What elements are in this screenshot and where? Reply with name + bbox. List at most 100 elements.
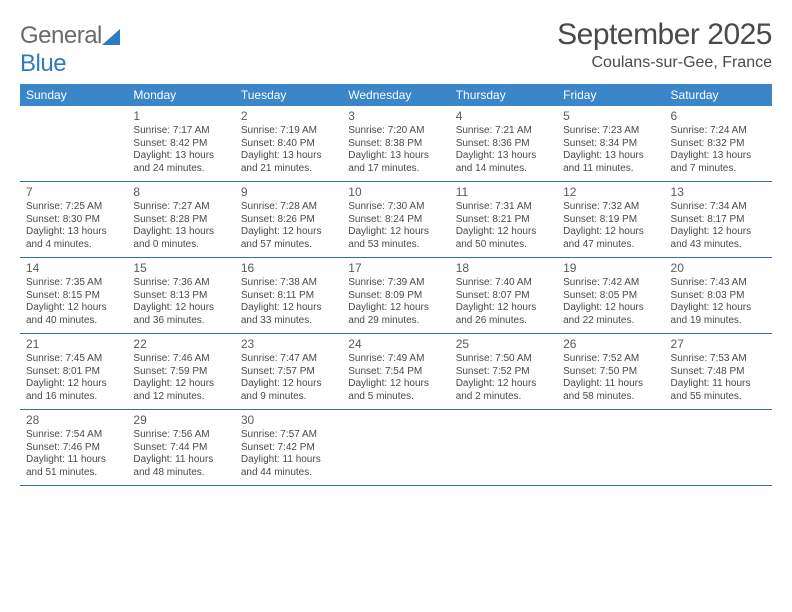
sunset-text: Sunset: 8:05 PM: [563, 290, 658, 303]
dow-header: Monday: [127, 84, 234, 106]
daylight-text: Daylight: 12 hours and 22 minutes.: [563, 302, 658, 327]
daylight-text: Daylight: 12 hours and 5 minutes.: [348, 378, 443, 403]
calendar-day-cell: 1Sunrise: 7:17 AMSunset: 8:42 PMDaylight…: [127, 106, 234, 182]
daylight-text: Daylight: 11 hours and 55 minutes.: [671, 378, 766, 403]
day-number: 5: [563, 109, 658, 124]
sunrise-text: Sunrise: 7:50 AM: [456, 353, 551, 366]
day-number: 24: [348, 337, 443, 352]
calendar-day-cell: 26Sunrise: 7:52 AMSunset: 7:50 PMDayligh…: [557, 334, 664, 410]
calendar-day-cell: 8Sunrise: 7:27 AMSunset: 8:28 PMDaylight…: [127, 182, 234, 258]
calendar-week-row: 14Sunrise: 7:35 AMSunset: 8:15 PMDayligh…: [20, 258, 772, 334]
dow-header-row: Sunday Monday Tuesday Wednesday Thursday…: [20, 84, 772, 106]
daylight-text: Daylight: 12 hours and 26 minutes.: [456, 302, 551, 327]
day-number: 3: [348, 109, 443, 124]
brand-text-2: Blue: [20, 50, 66, 77]
calendar-day-cell: [342, 410, 449, 486]
calendar-week-row: 1Sunrise: 7:17 AMSunset: 8:42 PM Daylight…: [20, 106, 772, 182]
sunset-text: Sunset: 8:42 PM: [133, 138, 228, 151]
sunrise-text: Sunrise: 7:30 AM: [348, 201, 443, 214]
day-number: 6: [671, 109, 766, 124]
day-number: 10: [348, 185, 443, 200]
sunrise-text: Sunrise: 7:21 AM: [456, 125, 551, 138]
calendar-day-cell: 9Sunrise: 7:28 AMSunset: 8:26 PMDaylight…: [235, 182, 342, 258]
calendar-day-cell: [20, 106, 127, 182]
calendar-day-cell: 30Sunrise: 7:57 AMSunset: 7:42 PMDayligh…: [235, 410, 342, 486]
sunset-text: Sunset: 8:34 PM: [563, 138, 658, 151]
calendar-day-cell: 7Sunrise: 7:25 AMSunset: 8:30 PMDaylight…: [20, 182, 127, 258]
daylight-text: Daylight: 12 hours and 40 minutes.: [26, 302, 121, 327]
sunrise-text: Sunrise: 7:17 AM: [133, 125, 228, 138]
sunset-text: Sunset: 8:01 PM: [26, 366, 121, 379]
daylight-text: Daylight: 12 hours and 43 minutes.: [671, 226, 766, 251]
daylight-text: Daylight: 13 hours and 7 minutes.: [671, 150, 766, 175]
sunset-text: Sunset: 8:28 PM: [133, 214, 228, 227]
calendar-day-cell: 12Sunrise: 7:32 AMSunset: 8:19 PMDayligh…: [557, 182, 664, 258]
calendar-day-cell: [557, 410, 664, 486]
calendar-day-cell: 27Sunrise: 7:53 AMSunset: 7:48 PMDayligh…: [665, 334, 772, 410]
daylight-text: Daylight: 12 hours and 19 minutes.: [671, 302, 766, 327]
calendar-day-cell: 14Sunrise: 7:35 AMSunset: 8:15 PMDayligh…: [20, 258, 127, 334]
sunset-text: Sunset: 8:24 PM: [348, 214, 443, 227]
calendar-day-cell: 17Sunrise: 7:39 AMSunset: 8:09 PMDayligh…: [342, 258, 449, 334]
calendar-day-cell: [450, 410, 557, 486]
dow-header: Wednesday: [342, 84, 449, 106]
day-number: 4: [456, 109, 551, 124]
calendar-page: General Blue September 2025 Coulans-sur-…: [0, 0, 792, 496]
day-number: 15: [133, 261, 228, 276]
daylight-text: Daylight: 13 hours and 17 minutes.: [348, 150, 443, 175]
day-number: 9: [241, 185, 336, 200]
day-number: 1: [133, 109, 228, 124]
calendar-day-cell: 24Sunrise: 7:49 AMSunset: 7:54 PMDayligh…: [342, 334, 449, 410]
sunset-text: Sunset: 8:17 PM: [671, 214, 766, 227]
daylight-text: Daylight: 11 hours and 51 minutes.: [26, 454, 121, 479]
calendar-day-cell: 20Sunrise: 7:43 AMSunset: 8:03 PMDayligh…: [665, 258, 772, 334]
day-number: 29: [133, 413, 228, 428]
sunrise-text: Sunrise: 7:40 AM: [456, 277, 551, 290]
calendar-table: Sunday Monday Tuesday Wednesday Thursday…: [20, 84, 772, 486]
day-number: 11: [456, 185, 551, 200]
sunset-text: Sunset: 8:32 PM: [671, 138, 766, 151]
daylight-text: Daylight: 12 hours and 47 minutes.: [563, 226, 658, 251]
daylight-text: Daylight: 12 hours and 50 minutes.: [456, 226, 551, 251]
sunrise-text: Sunrise: 7:23 AM: [563, 125, 658, 138]
daylight-text: Daylight: 12 hours and 57 minutes.: [241, 226, 336, 251]
day-number: 13: [671, 185, 766, 200]
brand-text: General Blue: [20, 22, 120, 78]
daylight-text: Daylight: 11 hours and 58 minutes.: [563, 378, 658, 403]
sunset-text: Sunset: 8:15 PM: [26, 290, 121, 303]
sunset-text: Sunset: 7:50 PM: [563, 366, 658, 379]
daylight-text: Daylight: 12 hours and 36 minutes.: [133, 302, 228, 327]
daylight-text: Daylight: 13 hours and 4 minutes.: [26, 226, 121, 251]
daylight-text: Daylight: 11 hours and 48 minutes.: [133, 454, 228, 479]
sunset-text: Sunset: 8:07 PM: [456, 290, 551, 303]
dow-header: Tuesday: [235, 84, 342, 106]
location-label: Coulans-sur-Gee, France: [557, 54, 772, 72]
calendar-week-row: 7Sunrise: 7:25 AMSunset: 8:30 PMDaylight…: [20, 182, 772, 258]
sunrise-text: Sunrise: 7:28 AM: [241, 201, 336, 214]
daylight-text: Daylight: 12 hours and 2 minutes.: [456, 378, 551, 403]
day-number: 8: [133, 185, 228, 200]
sunrise-text: Sunrise: 7:49 AM: [348, 353, 443, 366]
daylight-text: Daylight: 12 hours and 12 minutes.: [133, 378, 228, 403]
calendar-day-cell: 23Sunrise: 7:47 AMSunset: 7:57 PMDayligh…: [235, 334, 342, 410]
sunrise-text: Sunrise: 7:53 AM: [671, 353, 766, 366]
month-title: September 2025: [557, 18, 772, 52]
sunset-text: Sunset: 8:03 PM: [671, 290, 766, 303]
calendar-day-cell: 22Sunrise: 7:46 AMSunset: 7:59 PMDayligh…: [127, 334, 234, 410]
calendar-week-row: 21Sunrise: 7:45 AMSunset: 8:01 PMDayligh…: [20, 334, 772, 410]
sunrise-text: Sunrise: 7:36 AM: [133, 277, 228, 290]
sunset-text: Sunset: 8:38 PM: [348, 138, 443, 151]
sunrise-text: Sunrise: 7:38 AM: [241, 277, 336, 290]
sunset-text: Sunset: 7:46 PM: [26, 442, 121, 455]
daylight-text: Daylight: 13 hours and 0 minutes.: [133, 226, 228, 251]
day-number: 12: [563, 185, 658, 200]
sunset-text: Sunset: 7:48 PM: [671, 366, 766, 379]
calendar-day-cell: 28Sunrise: 7:54 AMSunset: 7:46 PMDayligh…: [20, 410, 127, 486]
calendar-day-cell: 15Sunrise: 7:36 AMSunset: 8:13 PMDayligh…: [127, 258, 234, 334]
sunrise-text: Sunrise: 7:34 AM: [671, 201, 766, 214]
sunrise-text: Sunrise: 7:25 AM: [26, 201, 121, 214]
sunset-text: Sunset: 8:36 PM: [456, 138, 551, 151]
brand-triangle-icon: [102, 29, 120, 45]
calendar-day-cell: 5Sunrise: 7:23 AMSunset: 8:34 PMDaylight…: [557, 106, 664, 182]
sunrise-text: Sunrise: 7:31 AM: [456, 201, 551, 214]
